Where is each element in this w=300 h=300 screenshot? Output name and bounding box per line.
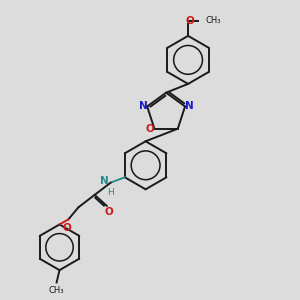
- Text: N: N: [185, 101, 194, 111]
- Text: O: O: [62, 223, 71, 233]
- Text: H: H: [107, 188, 114, 197]
- Text: CH₃: CH₃: [49, 286, 64, 295]
- Text: N: N: [100, 176, 109, 186]
- Text: CH₃: CH₃: [206, 16, 221, 25]
- Text: O: O: [105, 207, 114, 217]
- Text: O: O: [146, 124, 155, 134]
- Text: N: N: [139, 101, 147, 111]
- Text: O: O: [186, 16, 194, 26]
